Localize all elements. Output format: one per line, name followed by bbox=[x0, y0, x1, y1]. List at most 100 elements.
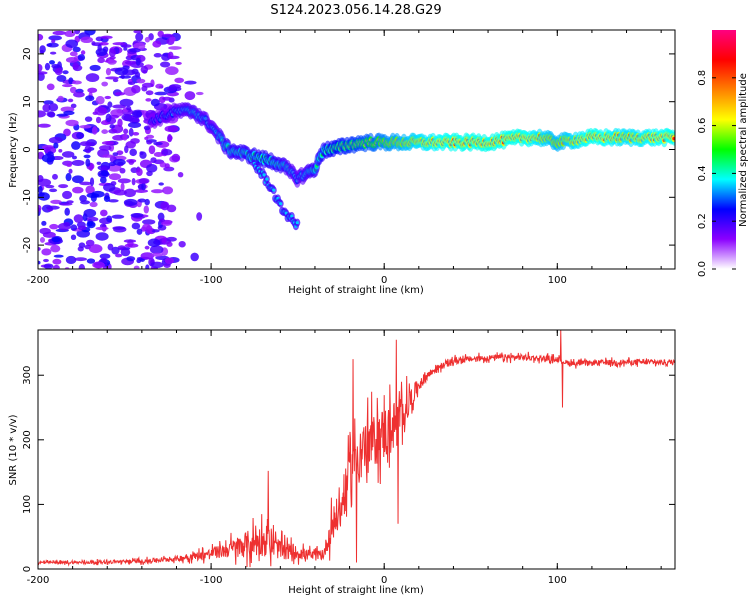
spectrogram-cell bbox=[72, 46, 81, 53]
spectrogram-cell bbox=[64, 30, 76, 38]
spectrogram-cell bbox=[48, 35, 62, 41]
spectrogram-cell bbox=[97, 57, 105, 64]
spectrogram-cell bbox=[56, 74, 67, 82]
spectrogram-cell bbox=[84, 145, 92, 154]
spectrogram-cell bbox=[130, 138, 140, 144]
spectrogram-cell bbox=[279, 202, 283, 206]
spectrogram-cell bbox=[62, 190, 73, 200]
spectrogram-cell bbox=[123, 198, 138, 206]
snr-x-label: Height of straight line (km) bbox=[288, 585, 424, 596]
spectrogram-cell bbox=[143, 205, 149, 214]
spectrogram-cell bbox=[150, 157, 157, 164]
spectrogram-cell bbox=[105, 67, 112, 76]
spectrogram-cell bbox=[145, 90, 154, 96]
spectrogram-cell bbox=[73, 214, 84, 223]
spectrogram-cell bbox=[111, 214, 125, 219]
spectrogram-cell bbox=[95, 96, 105, 105]
spectrogram-cell bbox=[46, 42, 59, 48]
spectrogram-cell bbox=[38, 110, 46, 118]
spectrogram-cell bbox=[112, 42, 126, 46]
spectrogram-cell bbox=[54, 67, 63, 76]
spectrogram-cell bbox=[119, 167, 126, 174]
spectrogram-cell bbox=[87, 87, 98, 93]
spectrogram-cell bbox=[72, 175, 84, 184]
spectrogram-cell bbox=[161, 33, 174, 38]
spectrogram-cell bbox=[124, 243, 139, 248]
spectrogram-cell bbox=[83, 208, 97, 218]
spectrogram-cell bbox=[115, 253, 123, 258]
spectrogram-cell bbox=[103, 195, 111, 202]
spectrogram-cell bbox=[39, 49, 44, 55]
spectrogram-cell bbox=[80, 36, 93, 44]
spectrogram-cell bbox=[95, 226, 109, 231]
spectrogram-cell bbox=[140, 65, 149, 74]
spectrogram-cell bbox=[51, 64, 61, 69]
spectrogram-cell bbox=[65, 255, 77, 265]
spectrogram-cell bbox=[127, 81, 136, 85]
spectrogram-cell bbox=[89, 177, 95, 187]
spectrogram-y-tick-label: 0 bbox=[22, 146, 33, 152]
spectrogram-cell bbox=[147, 238, 161, 247]
spectrogram-cell bbox=[178, 240, 186, 248]
spectrogram-cell bbox=[65, 173, 72, 182]
colorbar-tick-label: 0.4 bbox=[697, 165, 708, 181]
spectrogram-cell bbox=[153, 53, 162, 58]
spectrogram-cell bbox=[123, 188, 136, 198]
spectrogram-cell bbox=[85, 73, 100, 83]
snr-y-tick-label: 300 bbox=[22, 366, 33, 385]
spectrogram-cell bbox=[100, 176, 107, 184]
spectrogram-cell bbox=[79, 124, 92, 129]
spectrogram-cell bbox=[167, 134, 173, 143]
spectrogram-x-tick-label: -200 bbox=[27, 275, 50, 286]
spectrogram-cell bbox=[112, 78, 119, 83]
spectrogram-cell bbox=[145, 225, 153, 234]
spectrogram-cell bbox=[145, 98, 152, 102]
spectrogram-cell bbox=[146, 163, 158, 173]
spectrogram-cell bbox=[112, 152, 119, 157]
spectrogram-cell bbox=[43, 100, 54, 105]
spectrogram-cell bbox=[153, 152, 164, 157]
spectrogram-cell bbox=[169, 36, 176, 43]
spectrogram-cell bbox=[68, 168, 73, 174]
spectrogram-cell bbox=[113, 189, 127, 196]
spectrogram-cell bbox=[101, 129, 109, 134]
spectrogram-cell bbox=[151, 252, 164, 257]
spectrogram-cell bbox=[64, 207, 70, 216]
spectrogram-cell bbox=[102, 154, 114, 158]
spectrogram-cell bbox=[139, 258, 145, 262]
figure-title: S124.2023.056.14.28.G29 bbox=[270, 3, 441, 18]
snr-x-tick-label: 0 bbox=[381, 575, 387, 586]
spectrogram-cell bbox=[168, 46, 182, 50]
spectrogram-cell bbox=[69, 51, 78, 57]
spectrogram-cell bbox=[108, 173, 121, 181]
spectrogram-cell bbox=[107, 243, 114, 251]
spectrogram-cell bbox=[65, 57, 78, 63]
spectrogram-cell bbox=[74, 30, 81, 35]
spectrogram-cell bbox=[79, 181, 92, 186]
spectrogram-cell bbox=[51, 39, 56, 43]
spectrogram-cell bbox=[92, 261, 105, 269]
spectrogram-cell bbox=[97, 44, 102, 52]
spectrogram-cell bbox=[112, 134, 126, 141]
spectrogram-cell bbox=[53, 254, 64, 258]
spectrogram-cell bbox=[61, 151, 75, 158]
spectrogram-cell bbox=[124, 145, 129, 154]
spectrogram-cell bbox=[41, 248, 52, 256]
spectrogram-cell bbox=[62, 70, 69, 75]
spectrogram-cell bbox=[141, 182, 146, 191]
spectrogram-cell bbox=[131, 177, 136, 186]
spectrogram-cell bbox=[144, 245, 150, 250]
spectrogram-cell bbox=[141, 82, 154, 88]
spectrogram-cell bbox=[150, 229, 160, 233]
spectrogram-cell bbox=[50, 244, 61, 253]
spectrogram-cell bbox=[165, 66, 179, 76]
spectrogram-cell bbox=[78, 263, 86, 269]
spectrogram-cell bbox=[164, 125, 179, 133]
spectrogram-cell bbox=[98, 41, 109, 46]
spectrogram-cell bbox=[38, 64, 43, 72]
spectrogram-cell bbox=[73, 91, 85, 98]
spectrogram-cell bbox=[131, 85, 141, 94]
spectrogram-cell bbox=[290, 214, 294, 218]
spectrogram-cell bbox=[86, 193, 100, 198]
spectrogram-cell bbox=[161, 237, 167, 245]
